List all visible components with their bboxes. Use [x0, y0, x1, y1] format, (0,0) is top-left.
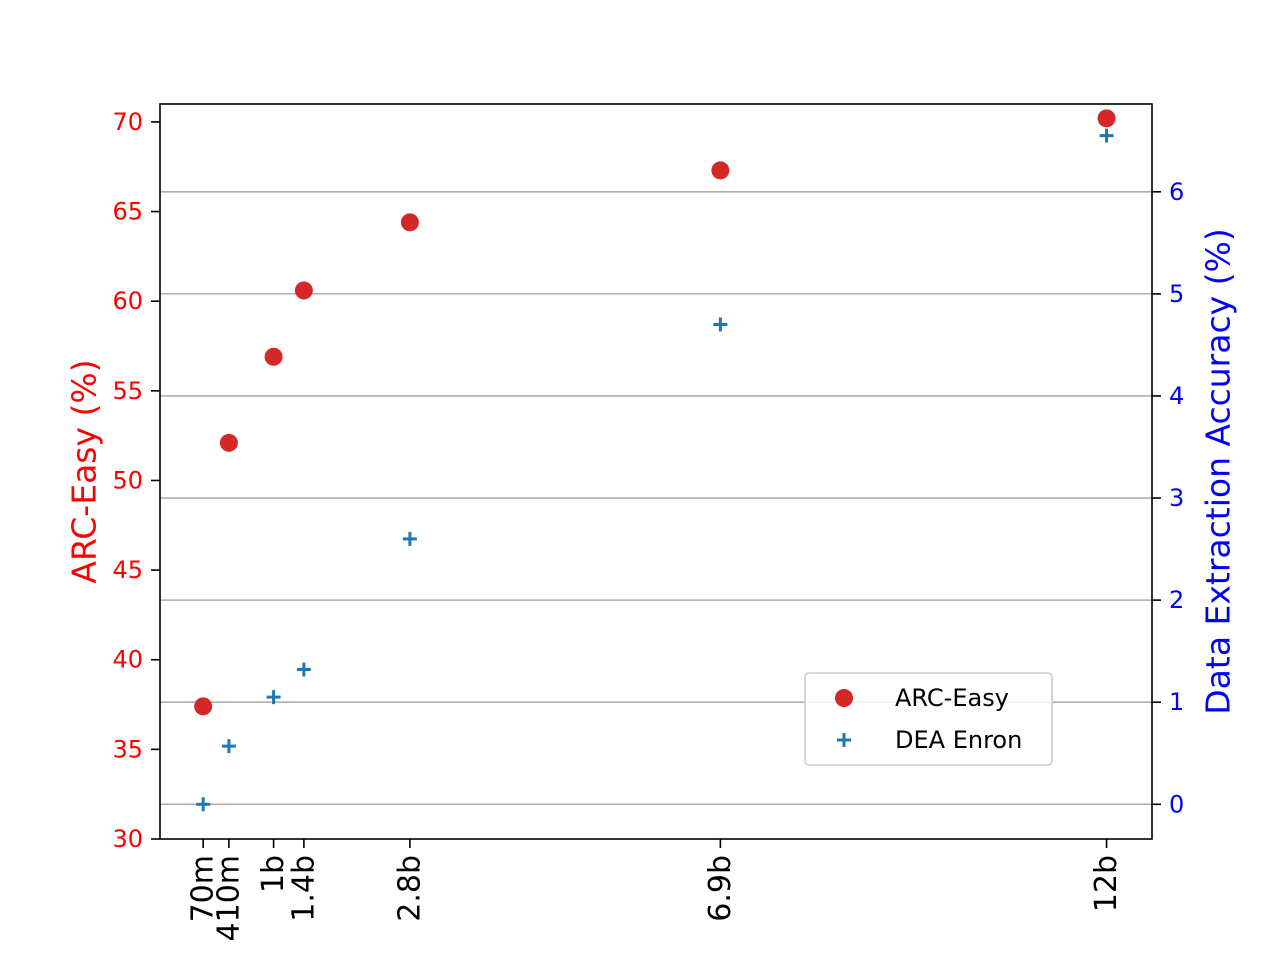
x-tick-label-6: 12b: [1089, 855, 1124, 912]
right-y-tick-label-3: 3: [1169, 484, 1184, 512]
point-arc-easy-1: [219, 433, 238, 452]
left-y-tick-label-0: 30: [112, 825, 143, 853]
x-tick-label-1: 410m: [211, 855, 246, 941]
point-arc-easy-5: [711, 161, 730, 180]
point-dea-enron-2: [266, 690, 281, 705]
left-y-tick-label-8: 70: [112, 108, 143, 136]
legend: ARC-Easy DEA Enron: [804, 672, 1053, 766]
x-tick-label-5: 6.9b: [703, 855, 738, 922]
point-dea-enron-6: [1099, 128, 1114, 143]
point-arc-easy-4: [400, 213, 419, 232]
point-arc-easy-6: [1097, 109, 1116, 128]
left-y-tick-label-5: 55: [112, 377, 143, 405]
point-arc-easy-0: [194, 697, 213, 716]
data-points: [194, 109, 1116, 812]
point-arc-easy-2: [264, 347, 283, 366]
point-dea-enron-1: [221, 739, 236, 754]
x-tick-label-4: 2.8b: [392, 855, 427, 922]
left-y-tick-label-1: 35: [112, 735, 143, 763]
left-axis-label: ARC-Easy (%): [65, 359, 104, 583]
left-y-tick-label-2: 40: [112, 646, 143, 674]
right-y-axis: 0 1 2 3 4 5 6: [1152, 178, 1184, 818]
plot-area: [159, 103, 1153, 840]
right-y-tick-label-5: 5: [1169, 280, 1184, 308]
legend-marker-dea-enron: [837, 733, 851, 747]
left-y-tick-label-7: 65: [112, 198, 143, 226]
left-y-tick-label-4: 50: [112, 466, 143, 494]
gridlines: [160, 190, 1152, 806]
point-dea-enron-3: [296, 662, 311, 677]
legend-label-dea-enron: DEA Enron: [895, 726, 1022, 754]
right-y-tick-label-0: 0: [1169, 790, 1184, 818]
point-dea-enron-5: [713, 317, 728, 332]
right-axis-label: Data Extraction Accuracy (%): [1199, 228, 1238, 715]
point-arc-easy-3: [294, 281, 313, 300]
right-y-tick-label-1: 1: [1169, 688, 1184, 716]
point-dea-enron-0: [196, 797, 211, 812]
legend-marker-arc-easy: [835, 689, 853, 707]
left-y-axis: 30 35 40 45 50 55 60 65 70: [112, 108, 160, 853]
legend-box: [804, 672, 1053, 766]
left-y-tick-label-6: 60: [112, 287, 143, 315]
x-tick-label-2: 1b: [256, 855, 291, 893]
legend-label-arc-easy: ARC-Easy: [895, 684, 1009, 712]
right-y-tick-label-4: 4: [1169, 382, 1184, 410]
point-dea-enron-4: [402, 531, 417, 546]
x-tick-label-3: 1.4b: [286, 855, 321, 922]
left-y-tick-label-3: 45: [112, 556, 143, 584]
x-tick-label-0: 70m: [186, 855, 221, 922]
right-y-tick-label-6: 6: [1169, 178, 1184, 206]
right-y-tick-label-2: 2: [1169, 586, 1184, 614]
